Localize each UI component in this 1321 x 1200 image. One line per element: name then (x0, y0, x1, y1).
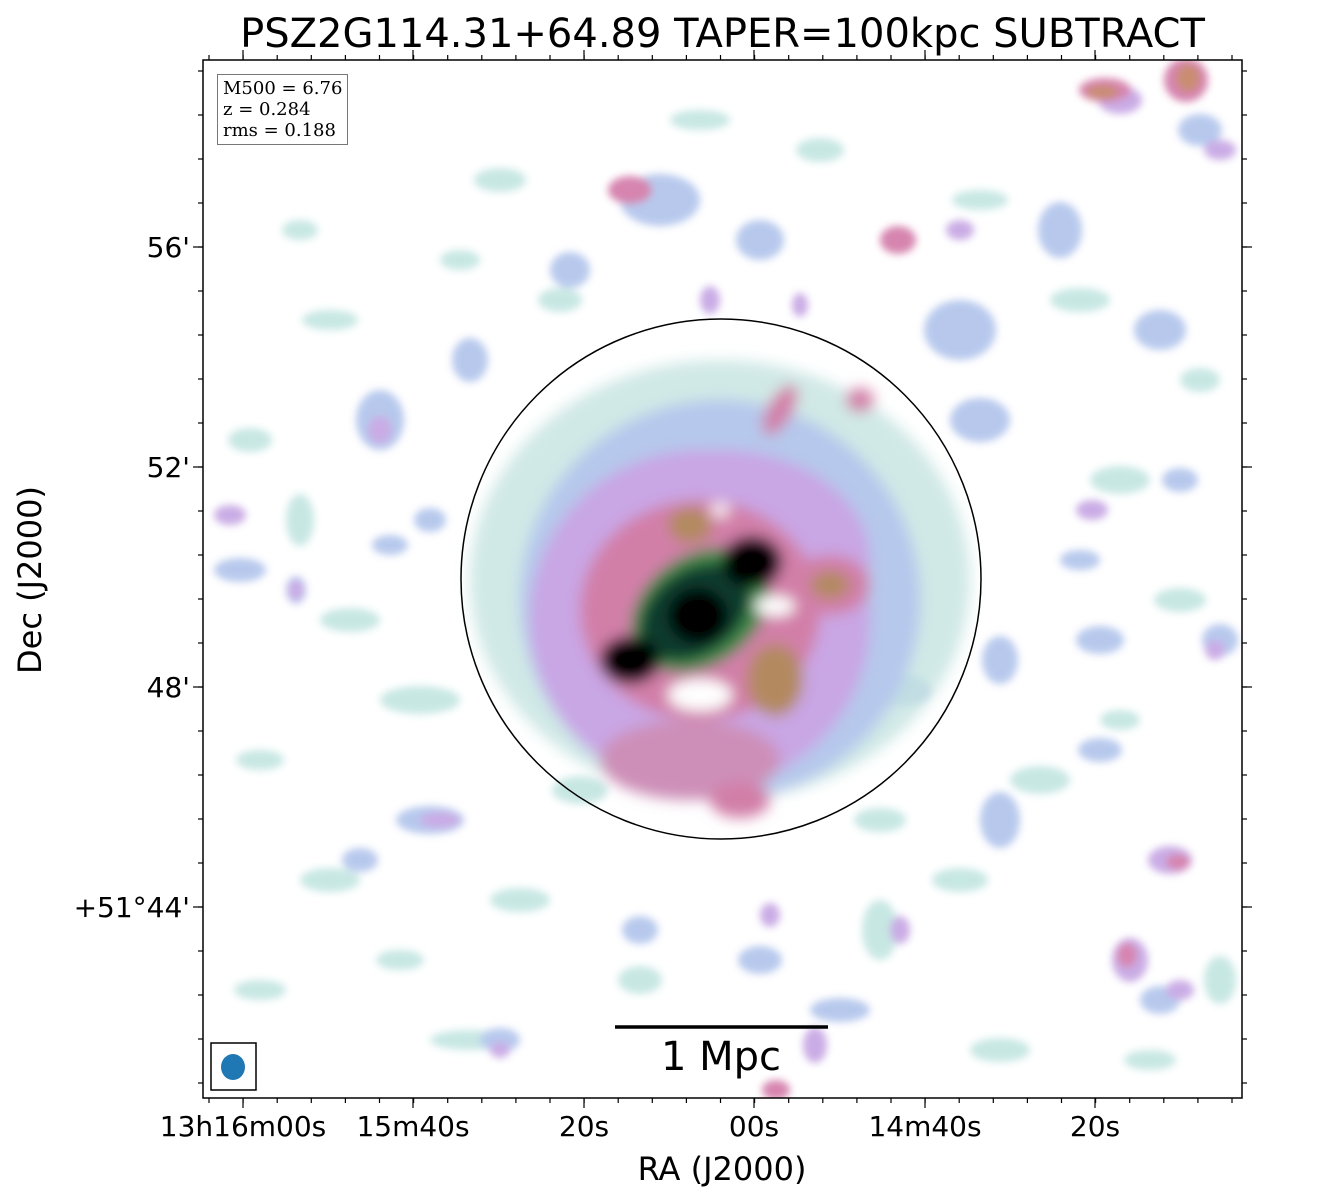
info-box: M500 = 6.76 z = 0.284 rms = 0.188 (217, 74, 349, 145)
x-tick-label: 00s (728, 1110, 780, 1143)
axis-ticks (193, 50, 1252, 1108)
y-axis-title: Dec (J2000) (11, 486, 49, 674)
emission-image (214, 60, 1238, 1098)
r500-circle (460, 318, 982, 840)
x-tick-label: 20s (1069, 1110, 1121, 1143)
x-tick-label: 13h16m00s (159, 1110, 327, 1143)
y-tick-label: 52' (146, 451, 190, 484)
x-tick-label: 15m40s (356, 1110, 470, 1143)
y-tick-label: 56' (146, 231, 190, 264)
mass-label: M500 = 6.76 (223, 78, 343, 99)
x-tick-label: 14m40s (868, 1110, 982, 1143)
x-tick-label: 20s (558, 1110, 610, 1143)
y-tick-label: +51°44' (73, 891, 190, 924)
plot-frame (202, 59, 1243, 1099)
x-axis-title: RA (J2000) (637, 1150, 807, 1188)
plot-title: PSZ2G114.31+64.89 TAPER=100kpc SUBTRACT (240, 11, 1205, 57)
scale-bar-label: 1 Mpc (660, 1034, 782, 1080)
beam-ellipse (221, 1054, 245, 1080)
cluster-emission (470, 360, 970, 818)
redshift-label: z = 0.284 (223, 99, 311, 120)
rms-label: rms = 0.188 (223, 120, 336, 141)
y-tick-label: 48' (146, 671, 190, 704)
